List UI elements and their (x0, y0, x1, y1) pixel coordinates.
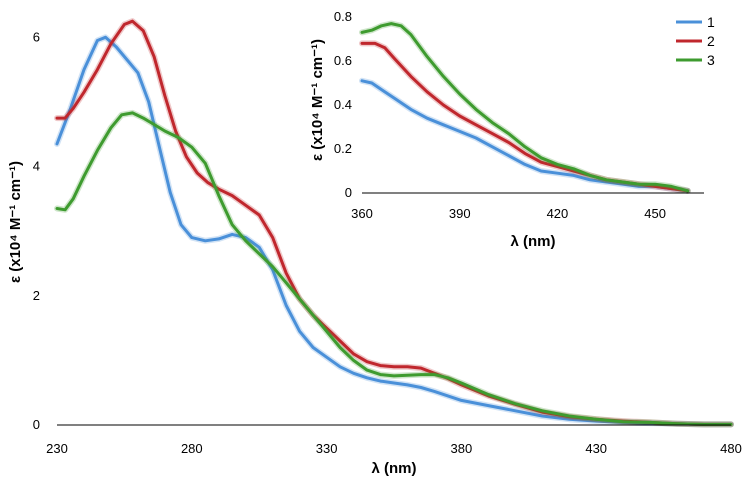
inset-series-3-line (360, 22, 690, 193)
inset-x-tick-label: 360 (351, 206, 373, 221)
main-series-group (54, 18, 734, 428)
inset-y-tick-label: 0.8 (334, 9, 352, 24)
inset-y-tick-label: 0.6 (334, 53, 352, 68)
legend-label-2: 2 (707, 33, 715, 49)
main-x-axis-title: λ (nm) (372, 460, 417, 477)
inset-y-tick-label: 0.2 (334, 141, 352, 156)
main-y-tick-label: 2 (33, 288, 40, 303)
main-y-axis-title: ε (x10⁴ M⁻¹ cm⁻¹) (7, 161, 24, 283)
inset-x-tick-label: 450 (644, 206, 666, 221)
main-x-tick-label: 230 (46, 441, 68, 456)
inset-y-tick-label: 0 (345, 185, 352, 200)
inset-x-tick-labels: 360 390 420 450 (351, 206, 666, 221)
inset-y-tick-label: 0.4 (334, 97, 352, 112)
main-x-tick-labels: 230 280 330 380 430 480 (46, 441, 742, 456)
inset-x-tick-label: 420 (547, 206, 569, 221)
inset-y-axis-title: ε (x10⁴ M⁻¹ cm⁻¹) (309, 39, 326, 161)
main-y-tick-label: 6 (33, 29, 40, 44)
inset-chart: 360 390 420 450 0 0.2 0.4 0.6 0.8 λ (nm) ε (x10… (309, 2, 733, 256)
inset-y-tick-labels: 0 0.2 0.4 0.6 0.8 (334, 9, 352, 200)
inset-series-1-line (360, 79, 690, 193)
main-series-3-line (55, 111, 733, 426)
main-series-1-line (55, 35, 733, 426)
legend-label-1: 1 (707, 14, 715, 30)
main-x-tick-label: 330 (316, 441, 338, 456)
main-y-tick-labels: 0 2 4 6 (33, 29, 40, 432)
legend-label-3: 3 (707, 52, 715, 68)
inset-series-group (359, 20, 691, 194)
main-x-tick-label: 430 (585, 441, 607, 456)
inset-x-tick-label: 390 (449, 206, 471, 221)
main-y-tick-label: 0 (33, 417, 40, 432)
main-x-tick-label: 480 (720, 441, 742, 456)
main-x-tick-label: 380 (451, 441, 473, 456)
main-x-tick-label: 280 (181, 441, 203, 456)
inset-x-axis-title: λ (nm) (511, 233, 556, 250)
inset-legend: 1 2 3 (676, 14, 715, 68)
main-y-tick-label: 4 (33, 159, 40, 174)
inset-background (343, 2, 733, 256)
